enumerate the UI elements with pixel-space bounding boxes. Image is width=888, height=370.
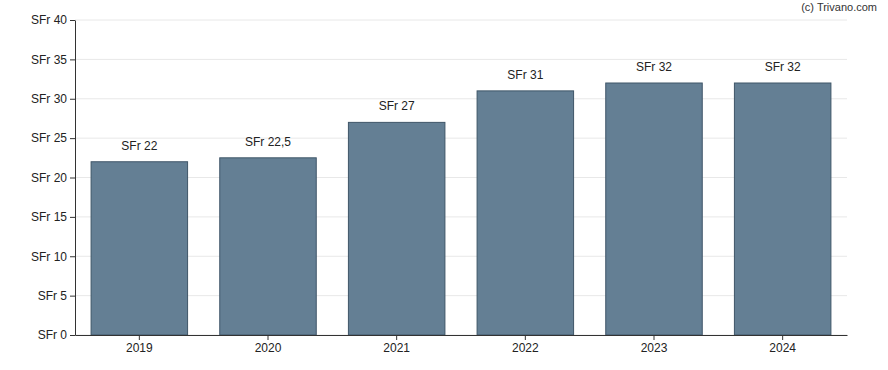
y-tick-mark — [70, 59, 75, 60]
plot: SFr 22SFr 22,5SFr 27SFr 31SFr 32SFr 32SF… — [31, 13, 848, 354]
bar — [220, 158, 317, 335]
x-tick-label: 2019 — [126, 341, 153, 355]
y-tick-label: SFr 0 — [38, 328, 68, 342]
grid-line — [75, 295, 847, 296]
y-tick-label: SFr 5 — [38, 289, 68, 303]
y-tick-mark — [70, 256, 75, 257]
y-tick: SFr 0 — [38, 328, 75, 342]
y-tick-label: SFr 40 — [31, 13, 67, 27]
y-tick-label: SFr 25 — [31, 131, 67, 145]
data-labels: SFr 22 SFr 22,5 SFr 27 SFr 31 SFr 32 SFr 32 — [121, 60, 801, 153]
y-tick-mark — [70, 296, 75, 297]
x-tick: 2020 — [255, 335, 282, 355]
grid-line — [75, 138, 847, 139]
x-tick-mark — [139, 335, 140, 340]
y-tick: SFr 20 — [31, 171, 75, 185]
y-tick: SFr 25 — [31, 131, 75, 145]
y-tick-label: SFr 35 — [31, 53, 67, 67]
x-tick: 2021 — [383, 335, 410, 355]
grid-line — [75, 216, 847, 217]
y-tick: SFr 10 — [31, 250, 75, 264]
data-label: SFr 31 — [507, 68, 543, 82]
y-tick-mark — [70, 217, 75, 218]
bar — [734, 83, 831, 335]
x-tick-label: 2024 — [769, 341, 796, 355]
x-tick-mark — [396, 335, 397, 340]
x-tick-label: 2023 — [641, 341, 668, 355]
y-tick-label: SFr 30 — [31, 92, 67, 106]
grid-line — [75, 177, 847, 178]
chart: SFr 22SFr 22,5SFr 27SFr 31SFr 32SFr 32SF… — [0, 0, 888, 370]
grid-line — [75, 59, 847, 60]
y-tick: SFr 40 — [31, 13, 75, 27]
y-tick-label: SFr 20 — [31, 171, 67, 185]
grid-line — [75, 98, 847, 99]
y-tick-mark — [70, 99, 75, 100]
bar — [606, 83, 703, 335]
y-tick: SFr 35 — [31, 53, 75, 67]
x-tick: 2022 — [512, 335, 539, 355]
y-tick-label: SFr 15 — [31, 210, 67, 224]
y-tick-mark — [70, 335, 75, 336]
data-label: SFr 27 — [379, 99, 415, 113]
x-tick-mark — [268, 335, 269, 340]
x-axis: 2019 2020 2021 2022 2023 2024 — [76, 335, 848, 355]
data-label: SFr 32 — [765, 60, 801, 74]
x-tick-label: 2020 — [255, 341, 282, 355]
bar — [348, 122, 445, 335]
y-axis: SFr 0 SFr 5 SFr 10 SFr 15 SFr 20 SFr 25 SFr 30… — [31, 13, 76, 342]
y-tick: SFr 15 — [31, 210, 75, 224]
x-tick: 2019 — [126, 335, 153, 355]
y-tick-label: SFr 10 — [31, 250, 67, 264]
x-tick-mark — [654, 335, 655, 340]
y-tick-mark — [70, 20, 75, 21]
data-label: SFr 32 — [636, 60, 672, 74]
x-axis-line — [76, 335, 848, 336]
annotation: (c) Trivano.com — [801, 1, 877, 13]
y-tick: SFr 5 — [38, 289, 75, 303]
grid-line — [75, 335, 847, 336]
x-tick: 2024 — [769, 335, 796, 355]
grid-line — [75, 256, 847, 257]
grid — [75, 20, 847, 335]
y-axis-line — [75, 21, 76, 336]
x-tick-mark — [782, 335, 783, 340]
y-tick-mark — [70, 138, 75, 139]
x-tick-mark — [525, 335, 526, 340]
x-tick: 2023 — [641, 335, 668, 355]
x-tick-label: 2022 — [512, 341, 539, 355]
data-label: SFr 22 — [121, 139, 157, 153]
bars — [91, 83, 831, 335]
bar — [91, 162, 188, 335]
bar — [477, 91, 574, 335]
data-label: SFr 22,5 — [245, 135, 291, 149]
grid-line — [75, 20, 847, 21]
x-tick-label: 2021 — [383, 341, 410, 355]
y-tick: SFr 30 — [31, 92, 75, 106]
y-tick-mark — [70, 178, 75, 179]
